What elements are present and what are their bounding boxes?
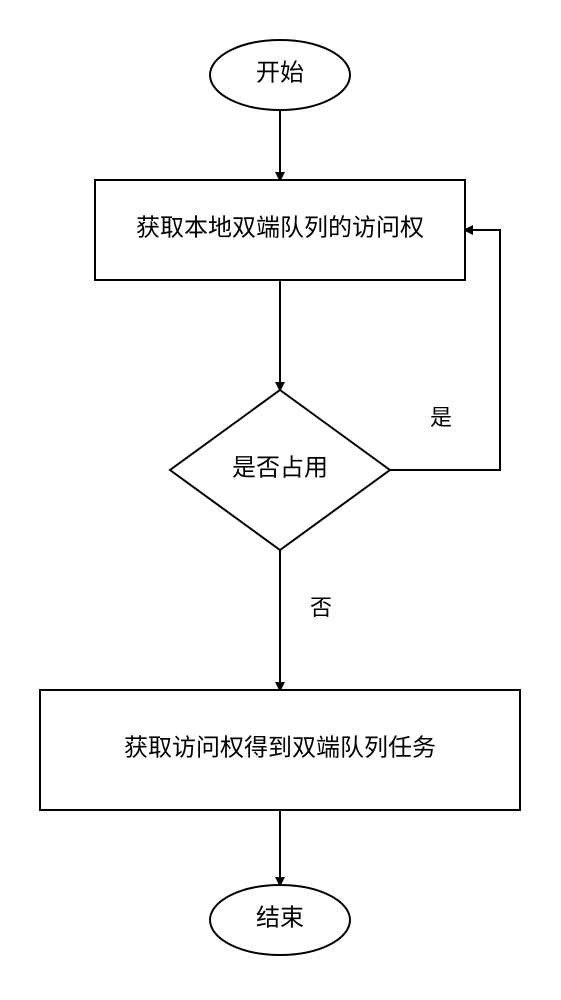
node-gettask: 获取访问权得到双端队列任务 (40, 690, 520, 810)
node-end: 结束 (210, 885, 350, 955)
node-label-gettask: 获取访问权得到双端队列任务 (124, 735, 436, 762)
node-start: 开始 (210, 40, 350, 110)
flowchart-canvas: 是否 开始获取本地双端队列的访问权是否占用获取访问权得到双端队列任务结束 (0, 0, 561, 1000)
node-acquire: 获取本地双端队列的访问权 (95, 180, 465, 280)
node-label-start: 开始 (256, 60, 304, 87)
node-occupied: 是否占用 (170, 390, 390, 550)
node-label-acquire: 获取本地双端队列的访问权 (136, 215, 424, 242)
edge-label-occupied-gettask: 否 (310, 595, 332, 620)
node-label-end: 结束 (256, 905, 304, 932)
node-label-occupied: 是否占用 (232, 455, 328, 482)
edge-label-occupied-acquire: 是 (430, 405, 452, 430)
